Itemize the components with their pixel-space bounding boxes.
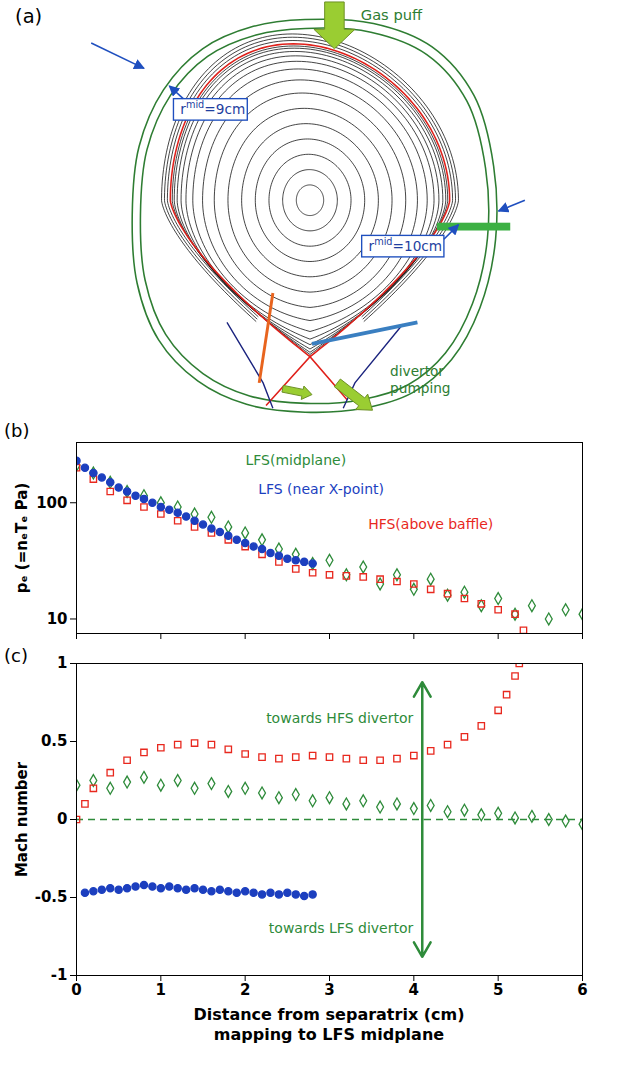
svg-text:10: 10 bbox=[47, 610, 68, 628]
svg-text:100: 100 bbox=[36, 494, 67, 512]
html-text:(c): (c) bbox=[4, 645, 28, 666]
svg-text:Mach number: Mach number bbox=[13, 761, 31, 877]
svg-text:LFS (near X-point): LFS (near X-point) bbox=[258, 481, 384, 497]
svg-text:0.5: 0.5 bbox=[41, 732, 68, 750]
svg-text:-0.5: -0.5 bbox=[35, 888, 68, 906]
svg-text:pₑ (=nₑTₑ Pa): pₑ (=nₑTₑ Pa) bbox=[13, 483, 31, 594]
svg-text:divertor: divertor bbox=[390, 363, 444, 379]
html-text:Distance from separatrix (cm): Distance from separatrix (cm) bbox=[193, 1005, 465, 1024]
svg-text:3: 3 bbox=[324, 981, 334, 999]
html-text:(b): (b) bbox=[4, 420, 30, 441]
svg-text:4: 4 bbox=[409, 981, 419, 999]
svg-text:1: 1 bbox=[57, 654, 67, 672]
svg-text:(a): (a) bbox=[15, 5, 42, 28]
html-text:mapping to LFS midplane: mapping to LFS midplane bbox=[213, 1025, 445, 1044]
svg-text:HFS(above baffle): HFS(above baffle) bbox=[368, 516, 493, 532]
svg-text:0: 0 bbox=[71, 981, 81, 999]
svg-text:towards HFS divertor: towards HFS divertor bbox=[266, 710, 413, 726]
svg-text:5: 5 bbox=[493, 981, 503, 999]
svg-text:0: 0 bbox=[57, 810, 67, 828]
svg-text:LFS(midplane): LFS(midplane) bbox=[245, 452, 346, 468]
svg-text:6: 6 bbox=[577, 981, 587, 999]
svg-text:Gas puff: Gas puff bbox=[361, 6, 423, 23]
svg-text:pumping: pumping bbox=[390, 380, 450, 396]
svg-text:rmid=10cm: rmid=10cm bbox=[369, 236, 443, 254]
svg-text:towards LFS divertor: towards LFS divertor bbox=[269, 920, 414, 936]
svg-text:1: 1 bbox=[156, 981, 166, 999]
svg-text:2: 2 bbox=[240, 981, 250, 999]
svg-text:rmid=9cm: rmid=9cm bbox=[180, 99, 245, 117]
svg-text:-1: -1 bbox=[51, 966, 68, 984]
